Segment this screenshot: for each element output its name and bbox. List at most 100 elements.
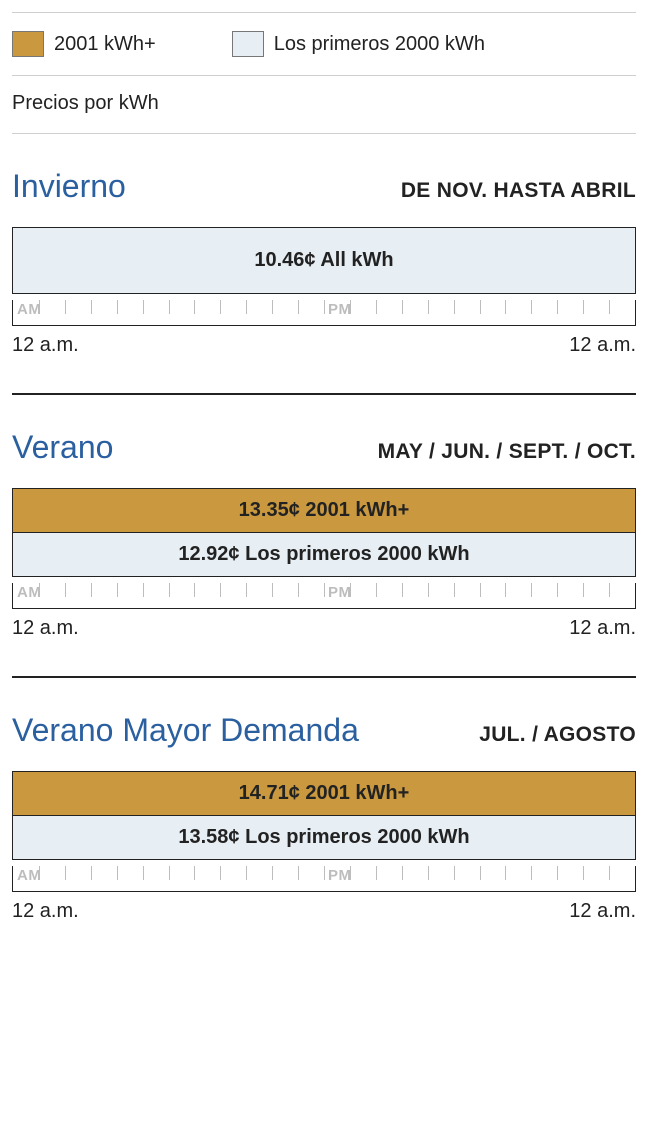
divider [12, 133, 636, 134]
ruler-tick [505, 866, 506, 880]
subtitle: Precios por kWh [12, 76, 636, 133]
ruler-tick [194, 300, 195, 314]
ruler-tick [169, 866, 170, 880]
ruler-tick [298, 583, 299, 597]
legend-label-high: 2001 kWh+ [54, 33, 156, 56]
season-verano: Verano MAY / JUN. / SEPT. / OCT. 13.35¢ 20… [12, 429, 636, 640]
ruler-tick [609, 300, 610, 314]
ruler-tick [376, 300, 377, 314]
season-header: Invierno DE NOV. HASTA ABRIL [12, 168, 636, 205]
axis-row: 12 a.m. 12 a.m. [12, 900, 636, 923]
ruler-tick [143, 866, 144, 880]
ruler-tick [324, 583, 325, 597]
ruler-tick [428, 866, 429, 880]
rate-bar: 14.71¢ 2001 kWh+ [13, 772, 635, 816]
ruler-am-label: AM [15, 301, 43, 318]
ruler-tick [557, 300, 558, 314]
axis-start-label: 12 a.m. [12, 334, 79, 357]
ruler-tick [609, 583, 610, 597]
ruler-tick [531, 866, 532, 880]
rate-bars: 10.46¢ All kWh [12, 227, 636, 294]
ruler-tick [65, 866, 66, 880]
ruler-tick [143, 583, 144, 597]
ruler-tick [402, 583, 403, 597]
ruler-tick [220, 866, 221, 880]
ruler-tick [169, 583, 170, 597]
season-period: JUL. / AGOSTO [479, 723, 636, 747]
ruler-tick [91, 300, 92, 314]
ruler-tick [91, 866, 92, 880]
ruler-am-label: AM [15, 867, 43, 884]
time-ruler: AM PM [12, 300, 636, 326]
rate-bar: 10.46¢ All kWh [13, 228, 635, 293]
legend-item-low: Los primeros 2000 kWh [232, 31, 485, 57]
time-ruler: AM PM [12, 583, 636, 609]
ruler-tick [505, 300, 506, 314]
ruler-tick [454, 583, 455, 597]
rate-bars: 13.35¢ 2001 kWh+12.92¢ Los primeros 2000… [12, 488, 636, 577]
rate-bar: 12.92¢ Los primeros 2000 kWh [13, 533, 635, 576]
season-period: DE NOV. HASTA ABRIL [401, 179, 636, 203]
ruler-pm-label: PM [326, 584, 354, 601]
ruler-tick [428, 583, 429, 597]
axis-end-label: 12 a.m. [569, 334, 636, 357]
season-title: Invierno [12, 168, 126, 205]
ruler-tick [65, 300, 66, 314]
legend: 2001 kWh+ Los primeros 2000 kWh [12, 13, 636, 75]
ruler-tick [609, 866, 610, 880]
season-title: Verano Mayor Demanda [12, 712, 359, 749]
ruler-tick [324, 866, 325, 880]
ruler-tick [505, 583, 506, 597]
section-divider [12, 676, 636, 678]
ruler-tick [143, 300, 144, 314]
ruler-tick [557, 866, 558, 880]
ruler-tick [376, 866, 377, 880]
ruler-tick [169, 300, 170, 314]
ruler-tick [480, 583, 481, 597]
ruler-tick [480, 300, 481, 314]
ruler-tick [557, 583, 558, 597]
legend-swatch-low [232, 31, 264, 57]
axis-end-label: 12 a.m. [569, 900, 636, 923]
axis-start-label: 12 a.m. [12, 617, 79, 640]
rate-bar: 13.58¢ Los primeros 2000 kWh [13, 816, 635, 859]
ruler-tick [246, 866, 247, 880]
axis-start-label: 12 a.m. [12, 900, 79, 923]
legend-swatch-high [12, 31, 44, 57]
ruler-tick [531, 300, 532, 314]
ruler-tick [117, 583, 118, 597]
ruler-tick [583, 300, 584, 314]
legend-item-high: 2001 kWh+ [12, 31, 156, 57]
ruler-tick [117, 866, 118, 880]
season-invierno: Invierno DE NOV. HASTA ABRIL 10.46¢ All kW… [12, 168, 636, 357]
ruler-tick [454, 300, 455, 314]
ruler-tick [272, 300, 273, 314]
ruler-tick [298, 866, 299, 880]
ruler-tick [272, 866, 273, 880]
ruler-tick [583, 583, 584, 597]
ruler-tick [91, 583, 92, 597]
ruler-tick [324, 300, 325, 314]
axis-row: 12 a.m. 12 a.m. [12, 617, 636, 640]
axis-end-label: 12 a.m. [569, 617, 636, 640]
ruler-tick [376, 583, 377, 597]
ruler-tick [194, 866, 195, 880]
ruler-tick [246, 583, 247, 597]
season-period: MAY / JUN. / SEPT. / OCT. [378, 440, 636, 464]
ruler-am-label: AM [15, 584, 43, 601]
ruler-tick [402, 866, 403, 880]
ruler-tick [194, 583, 195, 597]
season-verano-mayor: Verano Mayor Demanda JUL. / AGOSTO 14.71¢ … [12, 712, 636, 923]
rate-bars: 14.71¢ 2001 kWh+13.58¢ Los primeros 2000… [12, 771, 636, 860]
ruler-pm-label: PM [326, 301, 354, 318]
season-title: Verano [12, 429, 113, 466]
ruler-tick [246, 300, 247, 314]
season-header: Verano Mayor Demanda JUL. / AGOSTO [12, 712, 636, 749]
rate-bar: 13.35¢ 2001 kWh+ [13, 489, 635, 533]
time-ruler: AMPM [12, 866, 636, 892]
season-header: Verano MAY / JUN. / SEPT. / OCT. [12, 429, 636, 466]
ruler-tick [298, 300, 299, 314]
ruler-tick [272, 583, 273, 597]
section-divider [12, 393, 636, 395]
ruler-tick [65, 583, 66, 597]
